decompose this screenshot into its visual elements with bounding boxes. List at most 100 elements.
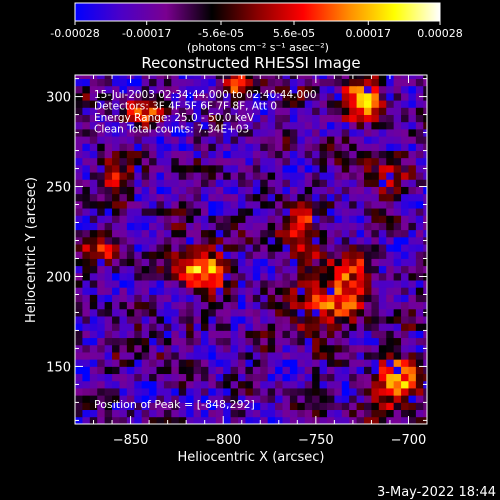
heatmap-cell xyxy=(215,301,224,310)
heatmap-cell xyxy=(319,78,328,87)
heatmap-cell xyxy=(156,75,165,79)
heatmap-cell xyxy=(215,179,224,187)
heatmap-cell xyxy=(171,280,180,288)
heatmap-cell xyxy=(193,114,202,123)
heatmap-cell xyxy=(134,380,143,389)
heatmap-cell xyxy=(163,157,172,166)
heatmap-cell xyxy=(75,186,83,195)
heatmap-cell xyxy=(393,164,402,173)
heatmap-cell xyxy=(371,373,380,382)
heatmap-cell xyxy=(112,380,120,389)
heatmap-cell xyxy=(193,416,202,424)
heatmap-cell xyxy=(215,236,224,245)
heatmap-cell xyxy=(171,78,180,87)
heatmap-cell xyxy=(112,330,120,339)
heatmap-cell xyxy=(208,330,217,339)
heatmap-cell xyxy=(112,75,120,79)
heatmap-cell xyxy=(401,416,409,424)
heatmap-cell xyxy=(119,85,128,94)
heatmap-cell xyxy=(386,280,395,288)
heatmap-cell xyxy=(423,78,427,87)
heatmap-cell xyxy=(104,272,113,281)
heatmap-cell xyxy=(364,359,372,367)
heatmap-cell xyxy=(304,265,313,274)
heatmap-cell xyxy=(356,157,365,166)
heatmap-cell xyxy=(334,388,343,396)
heatmap-cell xyxy=(356,323,365,331)
annotation-line: Energy Range: 25.0 - 50.0 keV xyxy=(94,112,255,124)
heatmap-cell xyxy=(200,287,209,295)
heatmap-cell xyxy=(401,316,409,324)
heatmap-cell xyxy=(75,366,83,375)
heatmap-cell xyxy=(267,229,276,238)
heatmap-cell xyxy=(415,294,424,303)
heatmap-cell xyxy=(275,280,283,288)
heatmap-cell xyxy=(149,359,157,367)
heatmap-cell xyxy=(82,157,91,166)
heatmap-cell xyxy=(364,323,372,331)
heatmap-cell xyxy=(149,78,157,87)
heatmap-cell xyxy=(141,244,150,252)
heatmap-cell xyxy=(193,200,202,209)
heatmap-cell xyxy=(134,251,143,259)
heatmap-cell xyxy=(163,366,172,375)
heatmap-cell xyxy=(349,114,357,123)
heatmap-cell xyxy=(297,265,306,274)
heatmap-cell xyxy=(119,323,128,331)
heatmap-cell xyxy=(126,236,135,245)
heatmap-cell xyxy=(349,208,357,216)
heatmap-cell xyxy=(334,107,343,115)
heatmap-cell xyxy=(326,308,335,317)
heatmap-cell xyxy=(326,164,335,173)
heatmap-cell xyxy=(89,128,98,137)
heatmap-cell xyxy=(319,114,328,123)
heatmap-cell xyxy=(319,287,328,295)
heatmap-cell xyxy=(356,330,365,339)
heatmap-cell xyxy=(126,172,135,180)
heatmap-cell xyxy=(341,121,350,130)
heatmap-cell xyxy=(245,107,254,115)
heatmap-cell xyxy=(97,294,106,303)
heatmap-cell xyxy=(126,244,135,252)
heatmap-cell xyxy=(386,373,395,382)
heatmap-cell xyxy=(334,395,343,403)
heatmap-cell xyxy=(149,143,157,151)
heatmap-cell xyxy=(186,143,194,151)
heatmap-cell xyxy=(401,373,409,382)
heatmap-cell xyxy=(230,172,239,180)
heatmap-cell xyxy=(297,193,306,202)
heatmap-cell xyxy=(163,388,172,396)
heatmap-cell xyxy=(415,85,424,94)
heatmap-cell xyxy=(364,100,372,108)
heatmap-cell xyxy=(319,294,328,303)
colorbar-tick-label: -0.00017 xyxy=(122,27,171,40)
heatmap-cell xyxy=(260,352,269,360)
heatmap-cell xyxy=(193,75,202,79)
heatmap-cell xyxy=(171,330,180,339)
heatmap-cell xyxy=(326,344,335,353)
heatmap-cell xyxy=(415,409,424,418)
heatmap-cell xyxy=(356,280,365,288)
heatmap-cell xyxy=(149,200,157,209)
heatmap-cell xyxy=(97,215,106,223)
heatmap-cell xyxy=(326,402,335,411)
heatmap-cell xyxy=(252,143,261,151)
heatmap-cell xyxy=(238,380,246,389)
heatmap-cell xyxy=(423,215,427,223)
heatmap-cell xyxy=(393,215,402,223)
heatmap-cell xyxy=(200,222,209,231)
heatmap-cell xyxy=(245,388,254,396)
heatmap-cell xyxy=(134,236,143,245)
heatmap-cell xyxy=(341,186,350,195)
heatmap-cell xyxy=(319,100,328,108)
heatmap-cell xyxy=(304,92,313,101)
heatmap-cell xyxy=(393,107,402,115)
heatmap-cell xyxy=(371,409,380,418)
heatmap-cell xyxy=(378,229,387,238)
heatmap-cell xyxy=(364,380,372,389)
heatmap-cell xyxy=(97,409,106,418)
heatmap-cell xyxy=(260,301,269,310)
heatmap-cell xyxy=(126,186,135,195)
heatmap-cell xyxy=(223,366,232,375)
heatmap-cell xyxy=(82,244,91,252)
